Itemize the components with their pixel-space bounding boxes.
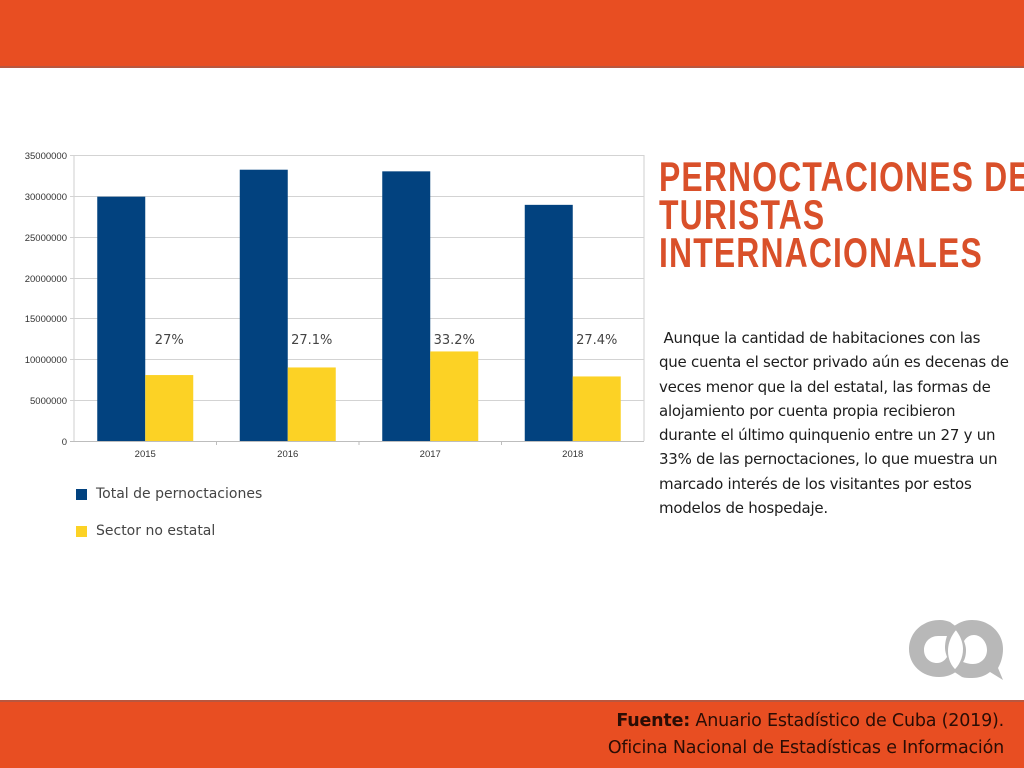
- bar-total-2018: [524, 204, 573, 441]
- y-tick-label: 10000000: [25, 355, 67, 366]
- y-tick-label: 5000000: [30, 396, 67, 407]
- data-label-percent: 27%: [155, 333, 184, 348]
- page-title: PERNOCTACIONES DE TURISTAS INTERNACIONAL…: [659, 153, 1024, 276]
- y-tick-label: 0: [62, 437, 67, 448]
- x-tick-label: 2017: [420, 449, 441, 460]
- title-line-1: PERNOCTACIONES DE: [659, 153, 1024, 200]
- bar-total-2015: [97, 196, 146, 441]
- bar-chart: 0 5000000 10000000 15000000 20000000 25000000…: [25, 151, 645, 460]
- chart-legend: Total de pernoctaciones Sector no estata…: [76, 484, 262, 558]
- legend-item-no-estatal: Sector no estatal: [76, 521, 262, 541]
- source-line-1: Fuente: Anuario Estadístico de Cuba (201…: [608, 708, 1004, 735]
- data-label-percent: 27.1%: [291, 333, 332, 348]
- chat-bubbles-logo-icon: [909, 620, 1003, 680]
- bar-no-estatal-2016: [287, 367, 336, 441]
- bar-no-estatal-2015: [145, 375, 194, 441]
- title-line-3: INTERNACIONALES: [659, 229, 983, 276]
- chart-labels: 0 5000000 10000000 15000000 20000000 25000000…: [25, 151, 618, 460]
- title-line-2: TURISTAS: [659, 191, 826, 238]
- bar-total-2016: [239, 169, 288, 442]
- footer-source: Fuente: Anuario Estadístico de Cuba (201…: [0, 700, 1024, 768]
- source-title: Anuario Estadístico de Cuba (2019).: [690, 711, 1004, 731]
- x-tick-label: 2016: [277, 449, 298, 460]
- y-tick-label: 25000000: [25, 233, 67, 244]
- legend-label-no-estatal: Sector no estatal: [96, 523, 216, 539]
- y-tick-label: 35000000: [25, 151, 67, 162]
- description-paragraph: Aunque la cantidad de habitaciones con l…: [659, 329, 1009, 518]
- y-tick-label: 15000000: [25, 314, 67, 325]
- legend-swatch-no-estatal: [76, 525, 87, 537]
- bars: [97, 169, 621, 442]
- legend-swatch-total: [76, 488, 87, 500]
- source-label: Fuente:: [616, 711, 691, 731]
- x-tick-label: 2015: [135, 449, 156, 460]
- x-tick-label: 2018: [562, 449, 583, 460]
- legend-item-total: Total de pernoctaciones: [76, 484, 262, 504]
- y-tick-label: 30000000: [25, 192, 67, 203]
- data-label-percent: 33.2%: [434, 333, 475, 348]
- top-banner: [0, 0, 1024, 68]
- bar-no-estatal-2018: [572, 376, 621, 441]
- y-tick-label: 20000000: [25, 274, 67, 285]
- bar-total-2017: [382, 171, 431, 442]
- bar-no-estatal-2017: [430, 351, 479, 441]
- source-line-2: Oficina Nacional de Estadísticas e Infor…: [607, 738, 1004, 758]
- data-label-percent: 27.4%: [576, 333, 617, 348]
- source-citation: Fuente: Anuario Estadístico de Cuba (201…: [608, 708, 1004, 762]
- legend-label-total: Total de pernoctaciones: [96, 486, 263, 502]
